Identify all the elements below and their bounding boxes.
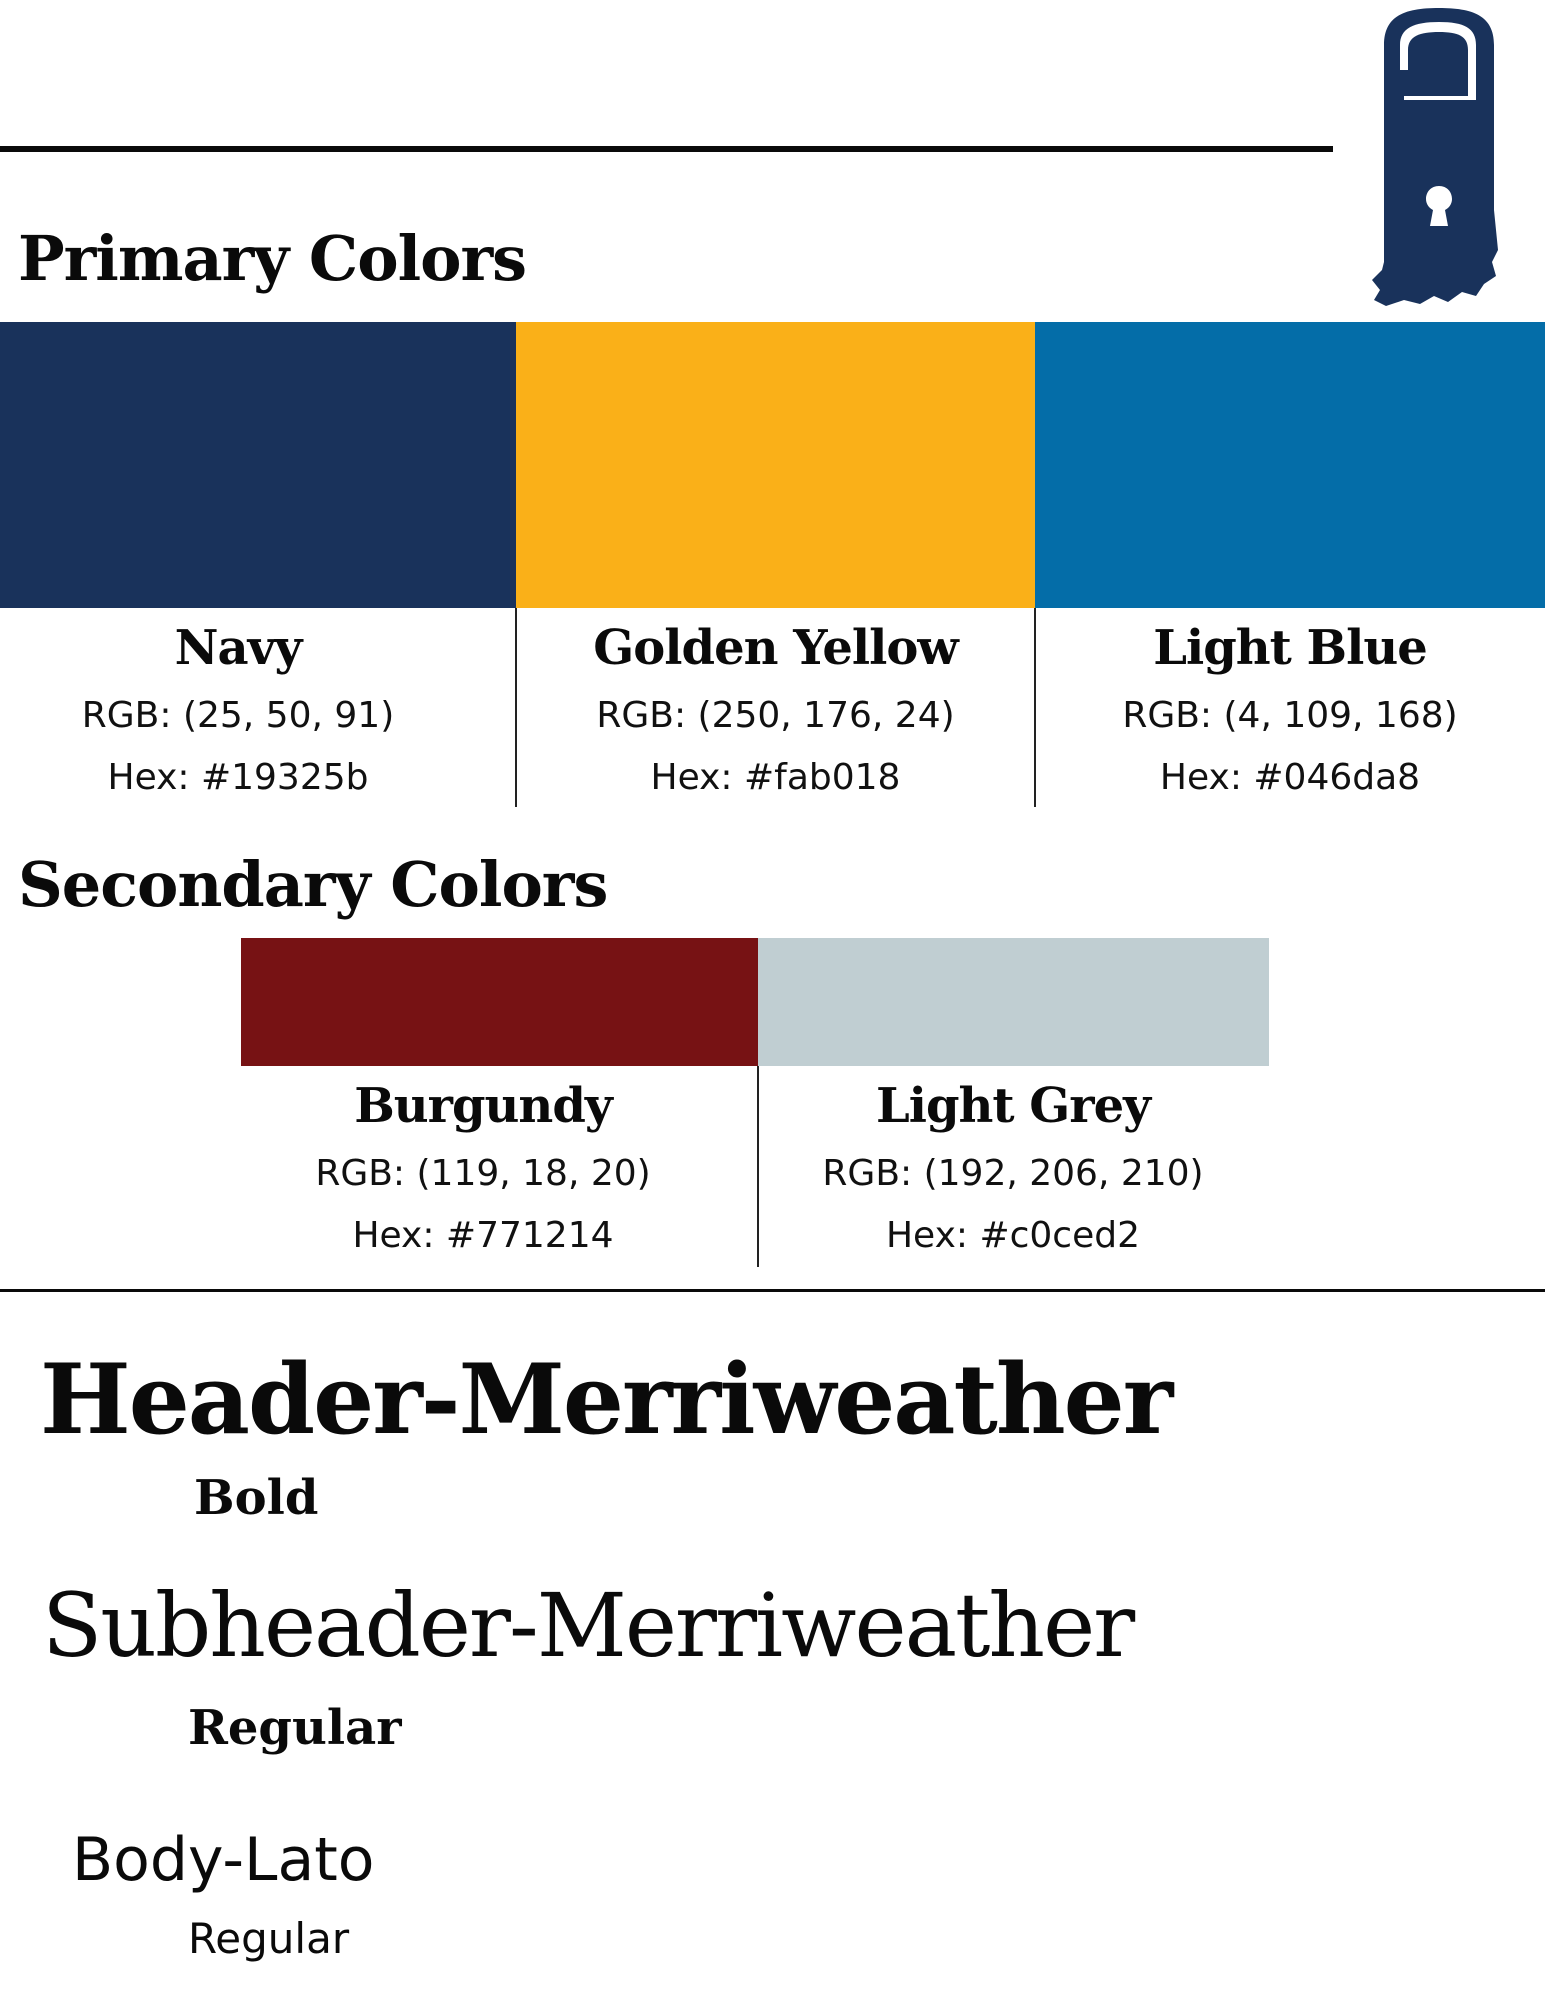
column-divider [515,608,517,807]
indiana-door-hanger-keyhole-icon [1364,0,1514,310]
body-font-weight: Regular [188,1914,350,1963]
column-divider [757,1066,759,1267]
top-divider [0,146,1333,152]
color-rgb: RGB: (119, 18, 20) [315,1153,651,1194]
section-divider [0,1289,1545,1292]
color-hex: Hex: #fab018 [650,757,901,798]
burgundy-info: Burgundy RGB: (119, 18, 20) Hex: #771214 [241,1082,725,1280]
color-hex: Hex: #19325b [107,757,369,798]
burgundy-swatch [241,938,758,1066]
light-grey-info: Light Grey RGB: (192, 206, 210) Hex: #c0… [758,1082,1268,1280]
light-blue-info: Light Blue RGB: (4, 109, 168) Hex: #046d… [1035,624,1545,822]
header-font-sample: Header-Merriweather [40,1343,1173,1456]
light-grey-swatch [758,938,1269,1066]
navy-info: Navy RGB: (25, 50, 91) Hex: #19325b [0,624,476,822]
color-rgb: RGB: (192, 206, 210) [822,1153,1204,1194]
color-rgb: RGB: (4, 109, 168) [1122,695,1458,736]
color-rgb: RGB: (25, 50, 91) [81,695,395,736]
color-name: Navy [174,620,303,676]
logo-shape [1372,8,1498,306]
body-font-sample: Body-Lato [72,1825,375,1895]
light-blue-swatch [1035,322,1545,608]
navy-swatch [0,322,516,608]
color-name: Golden Yellow [593,620,958,676]
column-divider [1034,608,1036,807]
color-hex: Hex: #c0ced2 [885,1215,1141,1256]
golden-yellow-info: Golden Yellow RGB: (250, 176, 24) Hex: #… [516,624,1035,822]
subheader-font-weight: Regular [188,1700,402,1756]
secondary-colors-title: Secondary Colors [18,848,608,921]
color-rgb: RGB: (250, 176, 24) [596,695,955,736]
color-hex: Hex: #771214 [352,1215,614,1256]
color-name: Light Grey [875,1078,1151,1134]
header-font-weight: Bold [194,1470,319,1526]
subheader-font-sample: Subheader-Merriweather [42,1574,1135,1677]
primary-colors-title: Primary Colors [18,222,527,295]
color-name: Burgundy [354,1078,613,1134]
color-hex: Hex: #046da8 [1159,757,1421,798]
golden-yellow-swatch [516,322,1035,608]
color-name: Light Blue [1153,620,1428,676]
